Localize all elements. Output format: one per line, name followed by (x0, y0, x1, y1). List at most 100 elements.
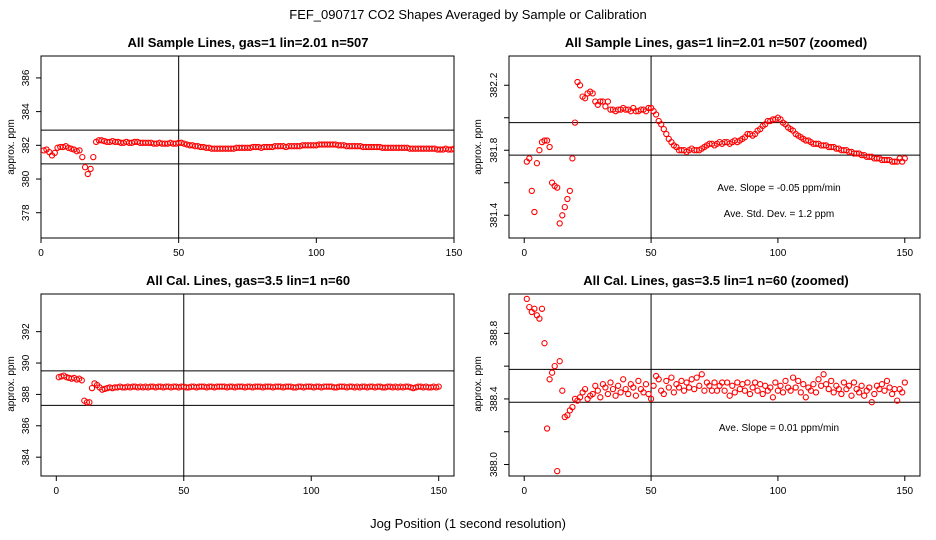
data-point (450, 145, 454, 152)
data-point (76, 147, 83, 154)
data-point (528, 187, 535, 195)
data-point (538, 305, 546, 312)
data-point (762, 382, 769, 389)
data-point (800, 381, 807, 388)
data-point (523, 295, 530, 303)
data-point (838, 390, 845, 398)
data-point (881, 387, 888, 394)
data-point (602, 384, 609, 391)
data-point (533, 160, 541, 167)
data-point (98, 137, 105, 144)
data-point (746, 390, 754, 398)
data-point (830, 389, 837, 396)
data-point (825, 385, 832, 393)
data-point (810, 381, 817, 388)
y-axis-label: approx. ppm (6, 119, 17, 175)
data-point (734, 379, 741, 386)
panel-title: All Cal. Lines, gas=3.5 lin=1 n=60 (zoom… (583, 273, 849, 288)
data-point (754, 387, 761, 394)
data-point (757, 381, 764, 388)
data-point (685, 384, 693, 391)
data-point (622, 385, 629, 393)
data-point (526, 155, 533, 162)
data-point (581, 95, 589, 102)
y-axis-label: approx. ppm (473, 356, 484, 412)
data-point (751, 379, 759, 386)
data-point (546, 376, 553, 383)
data-point (642, 381, 650, 388)
data-point (84, 170, 91, 178)
data-point (536, 315, 543, 322)
data-point (658, 121, 665, 128)
x-tick-label: 0 (521, 248, 527, 259)
figure-xlabel: Jog Position (1 second resolution) (370, 516, 566, 531)
data-point (820, 371, 827, 378)
data-point (569, 155, 576, 162)
data-point (683, 379, 690, 386)
data-point (645, 390, 652, 398)
data-point (812, 389, 820, 396)
x-tick-label: 100 (303, 486, 320, 497)
data-point (604, 98, 612, 105)
data-point (878, 381, 886, 388)
x-tick-label: 150 (446, 248, 463, 259)
data-point (868, 399, 875, 406)
data-point (564, 412, 571, 419)
plot-frame (508, 55, 921, 239)
data-point (721, 387, 728, 394)
data-point (90, 153, 97, 161)
data-point (566, 187, 574, 195)
data-point (597, 394, 604, 401)
y-tick-label: 382.2 (489, 72, 500, 97)
data-point (564, 195, 571, 203)
data-point (891, 158, 898, 165)
data-point (792, 384, 799, 391)
data-point (660, 125, 667, 133)
data-point (741, 387, 749, 394)
data-point (65, 144, 72, 151)
x-tick-label: 0 (54, 486, 60, 497)
data-point (888, 390, 896, 398)
data-point (181, 140, 188, 147)
data-point (594, 387, 601, 394)
data-point (551, 362, 558, 370)
data-point (797, 389, 804, 396)
data-point (559, 212, 566, 219)
annotation-std-dev: Ave. Std. Dev. = 1.2 ppm (724, 209, 835, 220)
data-point (701, 387, 708, 394)
data-point (617, 389, 624, 396)
data-point (531, 208, 538, 216)
y-tick-label: 380 (21, 170, 32, 187)
x-tick-label: 100 (770, 486, 787, 497)
data-point (612, 392, 619, 399)
data-point (660, 390, 667, 398)
data-point (711, 379, 718, 386)
data-point (556, 358, 563, 365)
y-tick-label: 378 (21, 204, 32, 221)
data-point (861, 392, 868, 399)
data-point (782, 377, 789, 385)
y-tick-label: 381.4 (489, 202, 500, 227)
data-point (708, 387, 716, 394)
data-point (850, 379, 858, 386)
data-point (767, 384, 774, 391)
data-point (845, 382, 853, 389)
plot-frame (508, 293, 921, 477)
panel-title: All Sample Lines, gas=1 lin=2.01 n=507 (128, 35, 369, 50)
x-tick-label: 0 (38, 248, 44, 259)
data-point (817, 382, 825, 389)
panel-sample-lines: All Sample Lines, gas=1 lin=2.01 n=507 a… (6, 35, 463, 259)
y-tick-label: 381.8 (489, 137, 500, 162)
y-tick-label: 390 (21, 354, 32, 371)
data-point (691, 385, 698, 393)
data-point (541, 340, 548, 347)
data-point (576, 394, 584, 401)
data-point (68, 145, 75, 152)
data-point (858, 382, 865, 389)
data-point (706, 382, 713, 389)
data-point (698, 371, 705, 378)
y-tick-label: 388.0 (489, 452, 500, 477)
data-point (83, 399, 91, 406)
panel-title: All Cal. Lines, gas=3.5 lin=1 n=60 (146, 273, 350, 288)
data-point (678, 377, 685, 385)
